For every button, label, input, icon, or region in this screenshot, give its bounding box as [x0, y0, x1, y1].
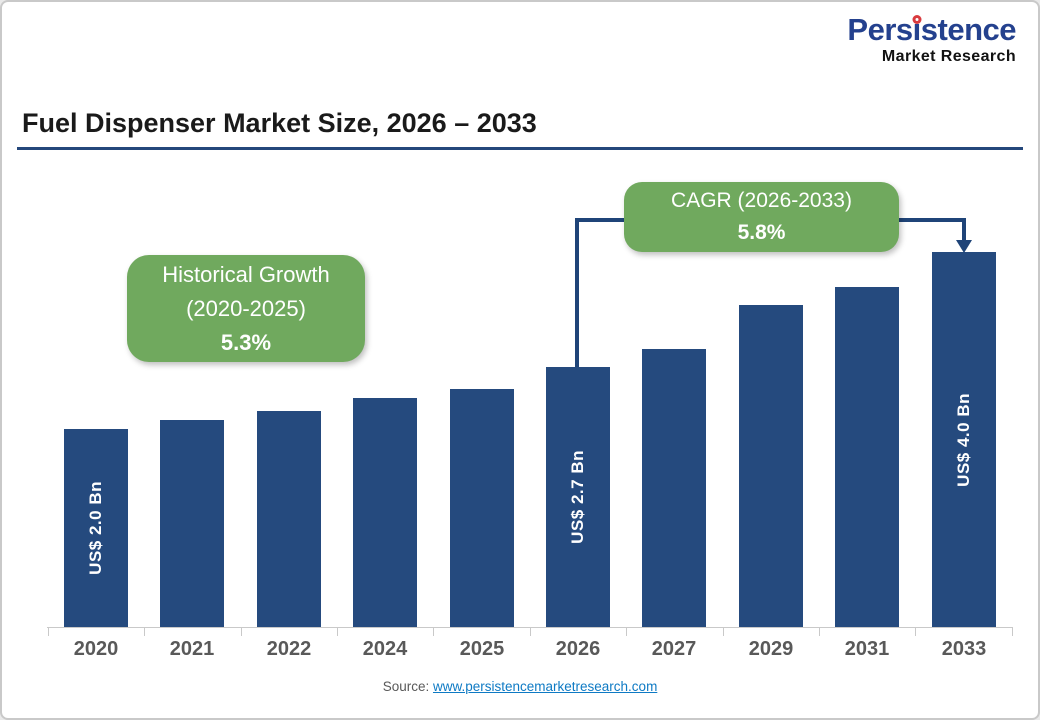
cagr-connector-right-vertical — [962, 218, 966, 242]
x-axis-tick — [144, 627, 145, 636]
x-axis-tick — [241, 627, 242, 636]
x-axis-tick — [530, 627, 531, 636]
logo-text-part3: stence — [920, 12, 1017, 47]
historical-growth-line2: (2020-2025) — [186, 295, 306, 321]
bar-2024 — [353, 398, 417, 627]
page-title: Fuel Dispenser Market Size, 2026 – 2033 — [22, 108, 537, 138]
bar-2022 — [257, 411, 321, 627]
x-axis-label-2022: 2022 — [266, 638, 312, 660]
x-axis-label-2027: 2027 — [651, 638, 697, 660]
cagr-connector-left-horizontal — [575, 218, 632, 222]
bar-2020: US$ 2.0 Bn — [64, 429, 128, 627]
x-axis-label-2026: 2026 — [555, 638, 601, 660]
source-line: Source: www.persistencemarketresearch.co… — [2, 679, 1038, 694]
logo-text-part1: Pers — [847, 12, 913, 47]
historical-growth-line1: Historical Growth — [162, 261, 330, 287]
x-axis-label-2033: 2033 — [941, 638, 987, 660]
bar-2029 — [739, 305, 803, 627]
historical-growth-value: 5.3% — [220, 329, 272, 355]
x-axis-tick — [433, 627, 434, 636]
bar-2027 — [642, 349, 706, 627]
bar-2031 — [835, 287, 899, 627]
cagr-line1: CAGR (2026-2033) — [671, 189, 852, 212]
x-axis-tick — [723, 627, 724, 636]
x-axis-tick — [626, 627, 627, 636]
logo-red-dot-icon: i — [912, 12, 922, 47]
cagr-connector-right-horizontal — [892, 218, 966, 222]
bar-value-label-2033: US$ 4.0 Bn — [954, 392, 973, 487]
cagr-callout: CAGR (2026-2033) 5.8% — [624, 182, 899, 252]
bar-2026: US$ 2.7 Bn — [546, 367, 610, 627]
cagr-arrow-down-icon — [956, 240, 972, 253]
historical-growth-callout: Historical Growth (2020-2025) 5.3% — [127, 255, 365, 362]
logo: Persistence Market Research — [847, 12, 1017, 66]
x-axis-label-2025: 2025 — [459, 638, 505, 660]
x-axis-line — [47, 627, 1012, 628]
bar-2025 — [450, 389, 514, 627]
x-axis-label-2029: 2029 — [748, 638, 794, 660]
x-axis-tick — [337, 627, 338, 636]
bar-2033: US$ 4.0 Bn — [932, 252, 996, 627]
x-axis-tick — [1012, 627, 1013, 636]
source-label: Source: — [382, 679, 430, 694]
title-underline — [17, 147, 1023, 150]
cagr-connector-left-vertical — [575, 218, 579, 367]
x-axis-tick — [915, 627, 916, 636]
x-axis-label-2024: 2024 — [362, 638, 408, 660]
bar-value-label-2026: US$ 2.7 Bn — [568, 450, 587, 544]
logo-wordmark: Persistence — [847, 12, 1017, 47]
logo-subtitle: Market Research — [881, 47, 1016, 65]
source-link[interactable]: www.persistencemarketresearch.com — [432, 679, 658, 694]
bar-2021 — [160, 420, 224, 627]
x-axis-label-2021: 2021 — [169, 638, 215, 660]
x-axis-label-2031: 2031 — [844, 638, 890, 660]
x-axis-tick — [48, 627, 49, 636]
logo-text-part2: i — [912, 12, 922, 47]
x-axis-tick — [819, 627, 820, 636]
x-axis-label-2020: 2020 — [73, 638, 119, 660]
cagr-value: 5.8% — [737, 221, 786, 244]
bar-value-label-2020: US$ 2.0 Bn — [86, 481, 105, 575]
